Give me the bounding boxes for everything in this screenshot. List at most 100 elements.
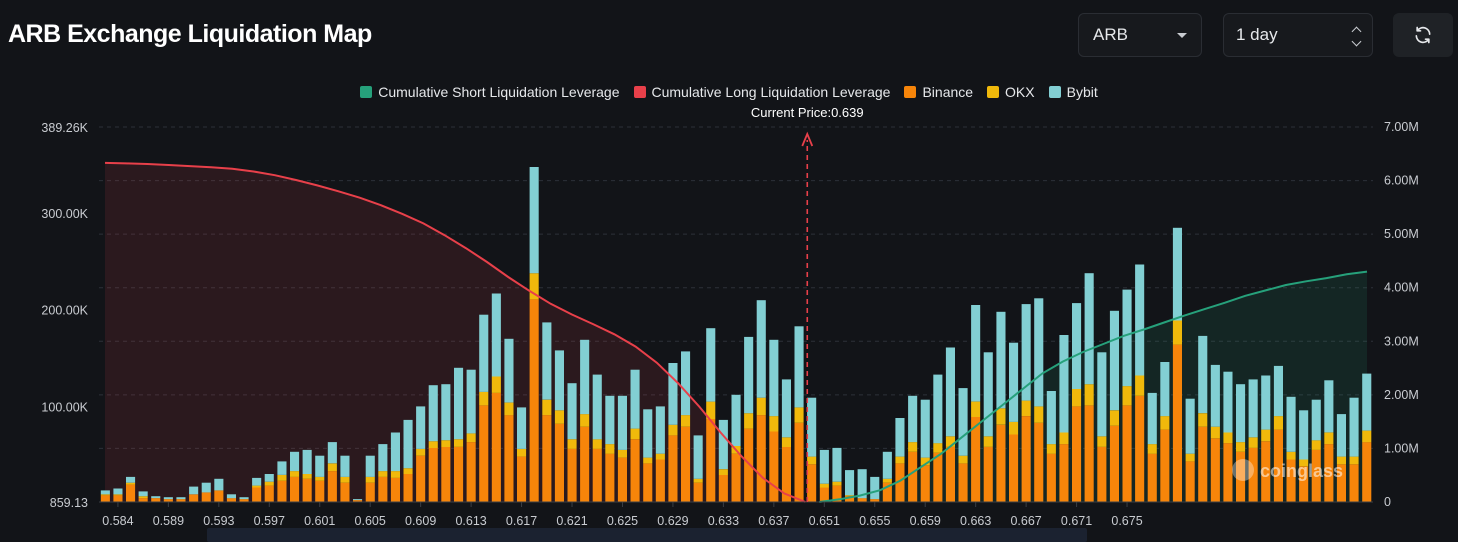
bar-binance	[1059, 444, 1069, 502]
bar-binance	[693, 482, 703, 502]
legend-item-okx[interactable]: OKX	[987, 84, 1035, 100]
x-tick-label: 0.659	[910, 514, 941, 528]
bar-okx	[807, 456, 817, 465]
bar-bybit	[933, 374, 943, 444]
bar-binance	[580, 426, 590, 502]
bar-bybit	[693, 435, 703, 479]
bar-bybit	[1273, 365, 1283, 417]
bar-bybit	[201, 482, 211, 493]
legend-label: OKX	[1005, 84, 1035, 100]
bar-bybit	[1311, 399, 1321, 441]
bar-binance	[214, 490, 224, 502]
bar-binance	[1336, 464, 1346, 502]
bar-bybit	[214, 478, 224, 491]
bar-okx	[668, 424, 678, 436]
bar-bybit	[1021, 304, 1031, 401]
bar-binance	[769, 431, 779, 502]
chevron-down-icon	[1177, 32, 1187, 38]
bar-binance	[592, 448, 602, 502]
chart-scrollbar[interactable]	[207, 528, 1087, 542]
bar-binance	[819, 487, 829, 502]
bar-bybit	[126, 476, 136, 483]
bar-bybit	[1248, 379, 1258, 438]
bar-binance	[1198, 426, 1208, 502]
bar-binance	[1273, 429, 1283, 502]
bar-bybit	[1084, 273, 1094, 385]
bar-bybit	[1185, 398, 1195, 454]
legend-item-short-cum[interactable]: Cumulative Short Liquidation Leverage	[360, 84, 620, 100]
bar-bybit	[151, 496, 161, 499]
bar-bybit	[655, 406, 665, 454]
bar-binance	[744, 428, 754, 502]
bar-bybit	[479, 314, 489, 392]
bar-bybit	[920, 399, 930, 458]
timeframe-select-value: 1 day	[1236, 25, 1278, 44]
bar-okx	[365, 476, 375, 483]
bar-okx	[945, 436, 955, 447]
bar-bybit	[819, 449, 829, 484]
watermark-text: coinglass	[1260, 461, 1343, 481]
bar-okx	[113, 494, 123, 496]
bar-bybit	[756, 300, 766, 398]
legend-item-bybit[interactable]: Bybit	[1048, 84, 1098, 100]
bar-bybit	[983, 352, 993, 437]
current-price-marker: Current Price:0.639	[751, 105, 864, 502]
legend-label: Bybit	[1066, 84, 1098, 100]
bar-bybit	[1147, 392, 1157, 445]
bar-okx	[958, 455, 968, 464]
legend-item-long-cum[interactable]: Cumulative Long Liquidation Leverage	[633, 84, 890, 100]
bar-binance	[617, 457, 627, 502]
bar-bybit	[277, 461, 287, 475]
coin-select[interactable]: ARB	[1078, 13, 1202, 57]
bar-binance	[1084, 405, 1094, 502]
bar-okx	[517, 448, 527, 457]
bar-okx	[819, 483, 829, 488]
bar-binance	[517, 456, 527, 502]
bar-binance	[378, 476, 388, 502]
bar-binance	[290, 476, 300, 502]
bar-bybit	[794, 326, 804, 408]
x-tick-label: 0.663	[960, 514, 991, 528]
bar-okx	[617, 449, 627, 458]
bar-bybit	[945, 347, 955, 437]
long-cum-line	[104, 161, 806, 503]
bar-okx	[1034, 406, 1044, 423]
bar-okx	[895, 456, 905, 464]
bar-bybit	[466, 369, 476, 434]
legend-swatch	[1048, 86, 1061, 98]
bar-bybit	[971, 305, 981, 402]
bar-binance	[1362, 442, 1372, 502]
bar-okx	[1147, 444, 1157, 454]
bar-okx	[1210, 426, 1220, 439]
bar-bybit	[428, 385, 438, 442]
bar-binance	[1248, 447, 1258, 502]
bar-bybit	[731, 394, 741, 446]
bar-binance	[441, 447, 451, 502]
bar-bybit	[390, 432, 400, 472]
bar-okx	[1021, 400, 1031, 416]
bar-okx	[252, 485, 262, 488]
bar-bybit	[542, 322, 552, 400]
bar-okx	[706, 401, 716, 419]
bar-binance	[958, 463, 968, 502]
timeframe-select[interactable]: 1 day	[1223, 13, 1373, 57]
y-right-tick-label: 7.00M	[1384, 120, 1419, 134]
bar-bybit	[454, 367, 464, 440]
bar-binance	[1324, 444, 1334, 502]
bar-okx	[1248, 437, 1258, 448]
bar-binance	[1299, 466, 1309, 502]
bar-bybit	[1172, 227, 1182, 321]
bar-okx	[315, 476, 325, 481]
bar-binance	[1172, 344, 1182, 502]
bar-bybit	[1034, 298, 1044, 407]
bar-binance	[315, 480, 325, 502]
bar-bybit	[718, 419, 728, 470]
bar-bybit	[1135, 264, 1145, 376]
bar-okx	[126, 482, 136, 485]
bar-okx	[1286, 451, 1296, 460]
bar-binance	[163, 499, 173, 502]
bar-binance	[807, 464, 817, 502]
legend-item-binance[interactable]: Binance	[904, 84, 973, 100]
refresh-button[interactable]	[1393, 13, 1453, 57]
x-tick-label: 0.651	[809, 514, 840, 528]
